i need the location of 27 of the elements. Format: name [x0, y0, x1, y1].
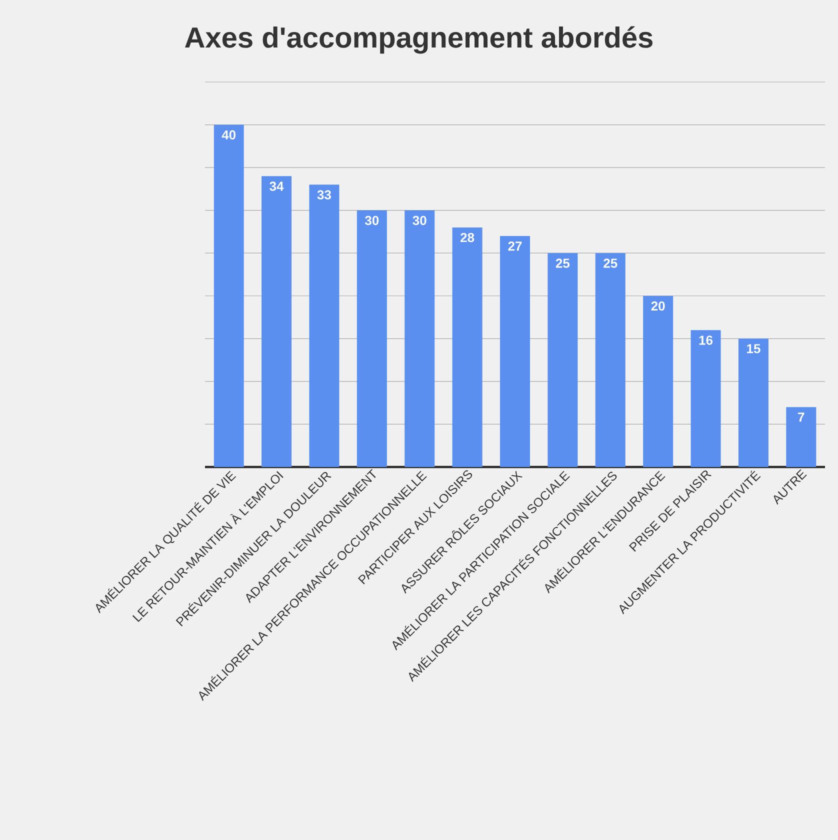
data-label: 30 — [412, 216, 426, 226]
bar — [356, 210, 387, 467]
bar — [786, 407, 816, 467]
data-label: 30 — [364, 216, 379, 226]
bar — [738, 338, 768, 467]
bar — [595, 253, 626, 467]
bar — [548, 253, 578, 467]
bar — [690, 330, 721, 467]
data-label: 33 — [317, 190, 331, 200]
bar — [404, 210, 435, 467]
chart-title: Axes d'accompagnement abordés — [185, 26, 652, 54]
data-label: 27 — [508, 242, 522, 251]
data-label: 7 — [798, 412, 804, 422]
data-label: 16 — [699, 336, 713, 345]
data-label: 25 — [604, 258, 618, 268]
data-label: 40 — [222, 130, 236, 140]
data-label: 15 — [747, 344, 760, 354]
data-label: 25 — [556, 258, 570, 268]
data-label: 20 — [651, 301, 665, 311]
data-label: 28 — [460, 232, 474, 242]
bar — [500, 236, 530, 467]
bar — [643, 296, 674, 467]
bar — [262, 176, 292, 467]
data-label: 34 — [270, 182, 284, 191]
bar — [309, 184, 340, 467]
bar — [214, 124, 244, 467]
bar — [452, 227, 482, 467]
